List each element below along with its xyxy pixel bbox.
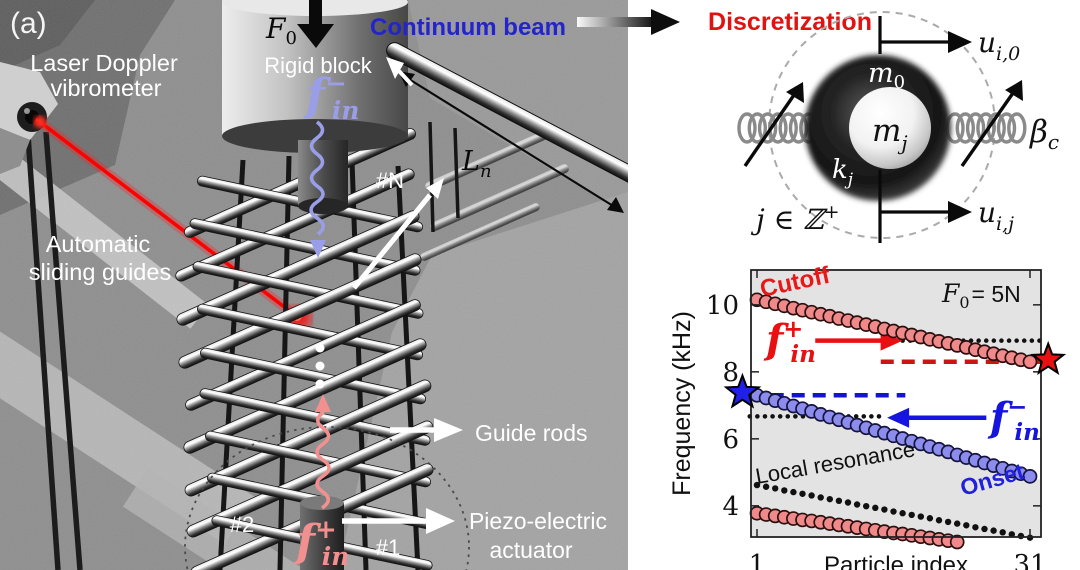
y-tick-label: 6 [722, 425, 739, 455]
x-tick-label: 1 [749, 550, 766, 570]
index-domain-label: j ∈ ℤ+ [750, 201, 840, 236]
x-tick-label: 31 [1013, 550, 1046, 570]
auto-guides-line1: Automatic [46, 231, 151, 257]
f-in-minus-chart-label: f− in [987, 392, 1040, 446]
hash-n-label: #N [376, 168, 404, 193]
piezo-label-line1: Piezo-electric [469, 508, 607, 534]
laser-label-line2: vibrometer [50, 75, 161, 101]
y-tick-label: 4 [722, 492, 739, 522]
force-label: F0 [265, 12, 297, 49]
series-local-resonance [753, 481, 1034, 541]
x-axis-label: Particle index [824, 552, 968, 570]
inner-mass-sphere [849, 87, 931, 169]
stopband-lower [751, 398, 1041, 537]
series-onset [749, 387, 1038, 484]
wave-input-top [309, 120, 326, 258]
inner-mass-label: mj [872, 113, 908, 155]
detail-dotted-circle [184, 426, 470, 570]
piezo-label-line2: actuator [489, 537, 572, 563]
beam-pointer-arrow [352, 178, 444, 290]
stiffness-label: kj [832, 155, 854, 190]
series-cutoff [749, 292, 1038, 370]
spring-direction-arrows [743, 80, 1023, 167]
piezo-actuator-block [300, 496, 344, 570]
damping-label: βc [1029, 114, 1059, 154]
to-discretization-arrow [577, 9, 680, 35]
laser-label-line1: Laser Doppler [30, 50, 178, 76]
f-in-minus-label: f− in [303, 69, 359, 125]
displacement-axis-top [878, 16, 972, 54]
ellipsis-dots [315, 343, 325, 389]
piezo-arrow [342, 508, 455, 534]
particle-rod-stack [175, 128, 434, 570]
panel-letter: (a) [10, 7, 47, 40]
discretization-panel: Discretization m0 mj kj βc ui,0 ui, [708, 8, 1059, 243]
stopband-upper [751, 270, 1041, 359]
rigid-block-pointer-arrow [386, 57, 414, 87]
displacement-axis-bottom [878, 170, 972, 243]
wave-input-bottom [315, 394, 331, 510]
frame-rods-left [25, 131, 83, 570]
y-axis-label: Frequency (kHz) [668, 311, 696, 496]
marker-star [723, 372, 762, 409]
y-tick-label: 10 [706, 291, 739, 321]
rigid-block-label: Rigid block [264, 53, 373, 78]
guide-rods-arrow [390, 418, 463, 442]
force-arrow [297, 0, 334, 48]
discretization-title: Discretization [708, 8, 872, 36]
continuum-beam-label: Continuum beam [370, 14, 566, 41]
experiment-photo: (a) Laser Doppler vibrometer Automatic s… [0, 0, 628, 570]
outer-mass-label: m0 [868, 58, 905, 93]
hash-2-label: #2 [230, 512, 254, 537]
disp-top-label: ui,0 [978, 26, 1020, 65]
guide-rods-label: Guide rods [475, 420, 588, 446]
hash-1-label: #1 [376, 535, 400, 560]
length-label: Ln [461, 146, 492, 182]
disp-bottom-label: ui,j [978, 196, 1014, 235]
auto-guides-line2: sliding guides [29, 259, 171, 285]
force-annotation: F0= 5N [941, 279, 1021, 312]
marker-star [1030, 340, 1067, 376]
continuum-beam-rod [386, 42, 628, 190]
y-tick-label: 8 [722, 358, 739, 388]
